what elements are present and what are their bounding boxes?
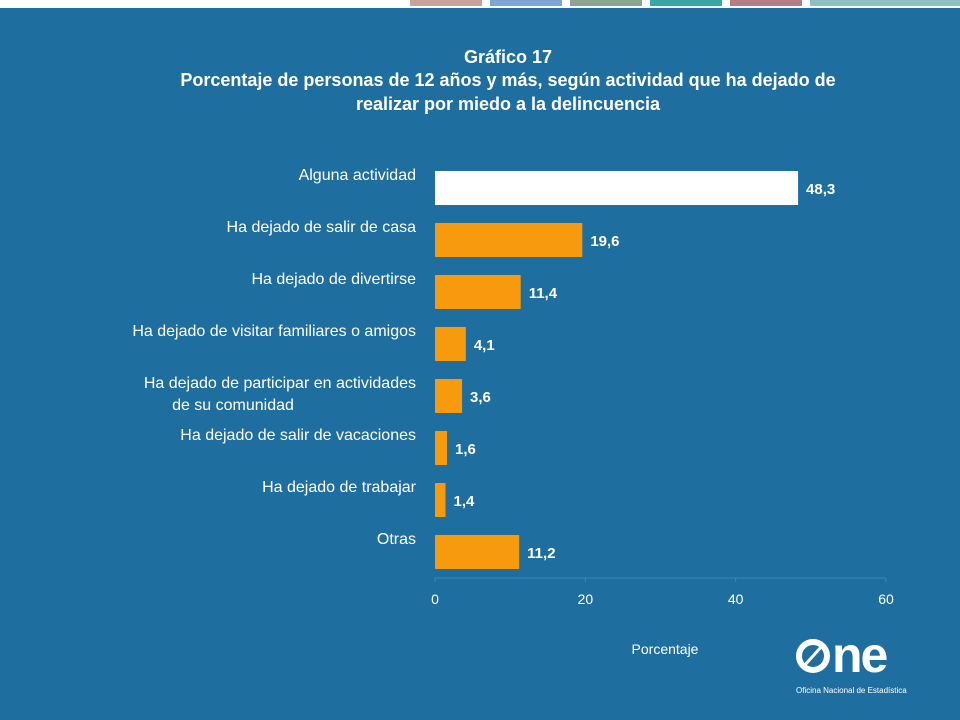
top-band-swatch xyxy=(490,0,562,6)
logo-word: ne xyxy=(832,627,888,683)
x-tick-label: 0 xyxy=(431,591,439,607)
data-label: 1,4 xyxy=(454,493,476,510)
one-logo: ne Oficina Nacional de Estadística xyxy=(796,627,926,696)
data-label: 3,6 xyxy=(470,389,491,406)
data-label: 11,4 xyxy=(529,285,558,302)
data-label: 11,2 xyxy=(527,545,555,562)
x-tick-label: 20 xyxy=(578,591,594,607)
bar xyxy=(435,535,520,569)
data-label: 48,3 xyxy=(806,181,835,198)
category-label: Otras xyxy=(377,531,416,548)
bar xyxy=(435,275,521,309)
category-label: Ha dejado de trabajar xyxy=(262,479,417,496)
top-band-swatch xyxy=(410,0,482,6)
data-label: 1,6 xyxy=(455,441,476,458)
chart-subtitle: Porcentaje de personas de 12 años y más,… xyxy=(180,70,836,114)
chart-title-block: Gráfico 17 Porcentaje de personas de 12 … xyxy=(0,46,960,116)
bar xyxy=(435,483,446,517)
top-band-swatch xyxy=(650,0,722,6)
x-tick-label: 60 xyxy=(878,591,894,607)
bar xyxy=(435,379,463,413)
top-band-swatch xyxy=(570,0,642,6)
logo-caption: Oficina Nacional de Estadística xyxy=(796,686,907,695)
data-label: 4,1 xyxy=(474,337,495,354)
top-band-swatch xyxy=(730,0,802,6)
bar xyxy=(435,223,583,257)
category-label: Ha dejado de divertirse xyxy=(251,271,416,288)
top-color-band xyxy=(0,0,960,8)
chart-title: Gráfico 17 xyxy=(463,47,553,67)
category-label: Ha dejado de salir de casa xyxy=(227,219,417,236)
bar xyxy=(435,171,799,205)
bar xyxy=(435,327,466,361)
category-label: Ha dejado de visitar familiares o amigos xyxy=(132,323,416,340)
category-label: Ha dejado de participar en actividades xyxy=(144,375,416,392)
data-label: 19,6 xyxy=(590,233,619,250)
bar xyxy=(435,431,448,465)
category-label: de su comunidad xyxy=(172,397,294,414)
logo-mark-icon xyxy=(796,639,830,673)
top-band-swatch xyxy=(810,0,960,6)
x-axis-label: Porcentaje xyxy=(632,641,699,657)
x-tick-label: 40 xyxy=(728,591,744,607)
category-label: Ha dejado de salir de vacaciones xyxy=(180,427,416,444)
category-label: Alguna actividad xyxy=(299,167,416,184)
